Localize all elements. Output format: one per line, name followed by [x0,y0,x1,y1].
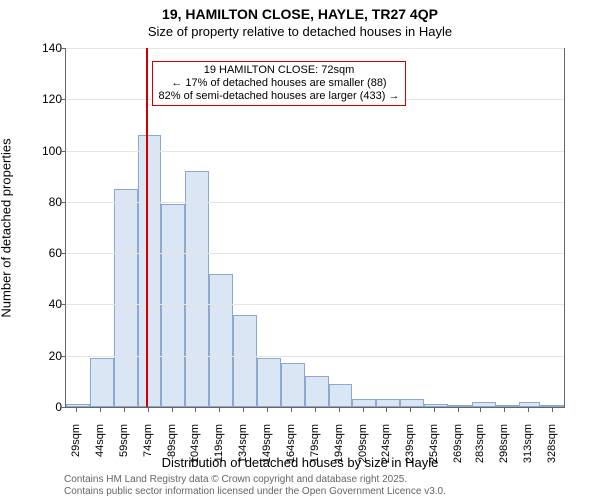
y-tick-mark [60,48,65,49]
x-tick-mark [410,407,411,412]
x-tick-mark [339,407,340,412]
histogram-bar [424,404,448,407]
y-tick-mark [60,253,65,254]
x-tick-label: 59sqm [118,424,130,457]
x-tick-label: 74sqm [142,424,154,457]
histogram-bar [209,274,233,407]
histogram-bar [185,171,209,407]
gridline [66,356,564,357]
histogram-bar [233,315,257,407]
x-tick-mark [480,407,481,412]
histogram-bar [90,358,114,407]
histogram-bar [305,376,329,407]
x-tick-mark [148,407,149,412]
y-tick-label: 60 [32,246,62,260]
histogram-bar [376,399,400,407]
histogram-bar [400,399,424,407]
chart-container: { "title_line1": "19, HAMILTON CLOSE, HA… [0,0,600,500]
y-tick-label: 0 [32,400,62,414]
x-tick-mark [76,407,77,412]
x-tick-mark [386,407,387,412]
histogram-bar [352,399,376,407]
histogram-bar [448,405,472,407]
y-tick-label: 80 [32,195,62,209]
y-tick-mark [60,304,65,305]
histogram-bar [519,402,540,407]
x-tick-mark [219,407,220,412]
reference-line [146,48,148,407]
chart-title: 19, HAMILTON CLOSE, HAYLE, TR27 4QP [0,6,600,22]
x-tick-mark [267,407,268,412]
x-tick-mark [100,407,101,412]
x-tick-mark [434,407,435,412]
x-tick-mark [243,407,244,412]
y-tick-mark [60,202,65,203]
x-tick-mark [504,407,505,412]
histogram-bar [257,358,281,407]
y-tick-mark [60,356,65,357]
y-tick-label: 120 [32,92,62,106]
x-tick-mark [195,407,196,412]
x-tick-mark [124,407,125,412]
gridline [66,304,564,305]
histogram-bar [329,384,353,407]
gridline [66,202,564,203]
y-tick-mark [60,407,65,408]
y-tick-mark [60,99,65,100]
annotation-line-2: ← 17% of detached houses are smaller (88… [159,77,400,90]
chart-subtitle: Size of property relative to detached ho… [0,24,600,39]
y-tick-mark [60,151,65,152]
y-axis-label: Number of detached properties [0,138,14,317]
histogram-bar [496,405,520,407]
histogram-bar [281,363,305,407]
histogram-bar [114,189,138,407]
x-tick-mark [315,407,316,412]
x-tick-mark [552,407,553,412]
annotation-line-3: 82% of semi-detached houses are larger (… [159,90,400,103]
x-tick-label: 44sqm [94,424,106,457]
y-tick-label: 20 [32,349,62,363]
gridline [66,48,564,49]
x-tick-label: 29sqm [70,424,82,457]
annotation-line-1: 19 HAMILTON CLOSE: 72sqm [159,64,400,77]
x-tick-mark [172,407,173,412]
x-tick-mark [528,407,529,412]
histogram-bar [161,204,185,407]
attribution-line-2: Contains public sector information licen… [64,486,446,498]
histogram-bar [138,135,162,407]
y-tick-label: 140 [32,41,62,55]
x-tick-mark [458,407,459,412]
x-tick-mark [291,407,292,412]
gridline [66,253,564,254]
y-tick-label: 100 [32,144,62,158]
gridline [66,151,564,152]
annotation-box: 19 HAMILTON CLOSE: 72sqm ← 17% of detach… [152,61,407,107]
x-tick-mark [363,407,364,412]
y-tick-label: 40 [32,297,62,311]
histogram-bar [66,404,90,407]
x-tick-label: 89sqm [166,424,178,457]
attribution-line-1: Contains HM Land Registry data © Crown c… [64,474,446,486]
x-axis-label: Distribution of detached houses by size … [0,455,600,470]
plot-area: 19 HAMILTON CLOSE: 72sqm ← 17% of detach… [65,48,565,408]
attribution-text: Contains HM Land Registry data © Crown c… [64,474,446,498]
histogram-bar [472,402,496,407]
